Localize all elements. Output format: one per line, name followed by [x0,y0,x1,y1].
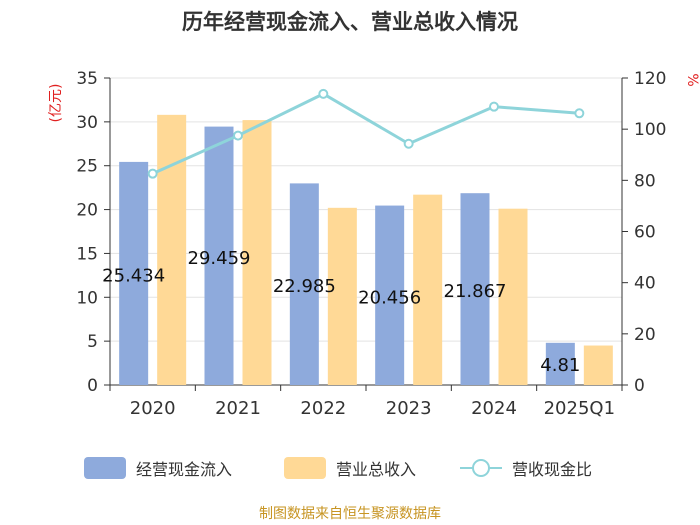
bar-revenue [327,207,357,385]
legend-swatch-ratio [460,457,502,479]
bar-inflow [375,205,405,385]
y-right-tick-label: 120 [634,69,666,89]
x-tick-label: 2021 [215,398,261,419]
legend-swatch-inflow [84,457,126,479]
point-ratio [489,101,499,112]
bar-revenue [157,114,187,385]
data-label-inflow: 22.985 [273,276,336,297]
x-tick-label: 2025Q1 [544,398,615,419]
bar-revenue [242,120,272,386]
bar-revenue [413,194,443,385]
point-ratio [574,108,585,119]
data-label-inflow: 25.434 [102,265,165,286]
legend-swatch-revenue [284,457,326,479]
data-label-inflow: 20.456 [358,287,421,308]
y-right-tick-label: 40 [634,274,656,294]
y-left-tick-label: 0 [87,376,98,396]
y-left-tick-label: 30 [76,113,98,133]
bar-inflow [204,126,234,386]
x-tick-label: 2023 [386,398,432,419]
y-left-tick-label: 25 [76,157,98,177]
y-right-tick-label: 100 [634,120,666,140]
bar-inflow [460,193,490,385]
x-tick-label: 2020 [130,398,176,419]
y-left-tick-label: 20 [76,201,98,221]
point-ratio [403,138,414,149]
data-label-inflow: 29.459 [188,248,251,269]
legend-label-inflow: 经营现金流入 [136,460,233,479]
point-ratio [318,88,329,99]
chart-legend: 经营现金流入 营业总收入 营收现金比 [0,452,700,484]
point-ratio [233,130,243,141]
y-right-tick-label: 20 [634,325,656,345]
legend-item-ratio[interactable]: 营收现金比 [460,452,592,484]
y-left-tick-label: 10 [76,288,98,308]
chart-plot: 0 5 10 15 20 25 30 35 (亿元) 0 20 40 60 80 100 120 % 2020 20… [48,69,700,419]
source-note: 制图数据来自恒生聚源数据库 [259,506,441,522]
data-label-inflow: 4.81 [540,355,580,376]
y-right-axis-label: % [684,73,700,86]
y-left-tick-label: 15 [76,244,98,264]
chart-title: 历年经营现金流入、营业总收入情况 [182,10,518,34]
data-label-inflow: 21.867 [444,281,507,302]
y-left-tick-label: 5 [87,332,98,352]
legend-item-revenue[interactable]: 营业总收入 [284,452,416,484]
point-ratio [147,168,158,179]
bar-inflow [119,161,149,385]
bar-inflow [289,183,319,385]
bar-revenue [498,208,528,385]
y-right-tick-label: 0 [634,376,645,396]
line-ratio [152,92,580,176]
bar-revenue [583,345,613,385]
y-left-axis-label: (亿元) [48,84,64,123]
y-right-tick-label: 80 [634,171,656,191]
x-tick-label: 2022 [300,398,346,419]
y-right-tick-label: 60 [634,223,656,243]
y-left-tick-label: 35 [76,69,98,89]
legend-item-inflow[interactable]: 经营现金流入 [84,452,232,484]
x-tick-label: 2024 [471,398,517,419]
bar-inflow [545,342,575,385]
legend-label-ratio: 营收现金比 [512,460,593,479]
legend-label-revenue: 营业总收入 [336,460,417,479]
